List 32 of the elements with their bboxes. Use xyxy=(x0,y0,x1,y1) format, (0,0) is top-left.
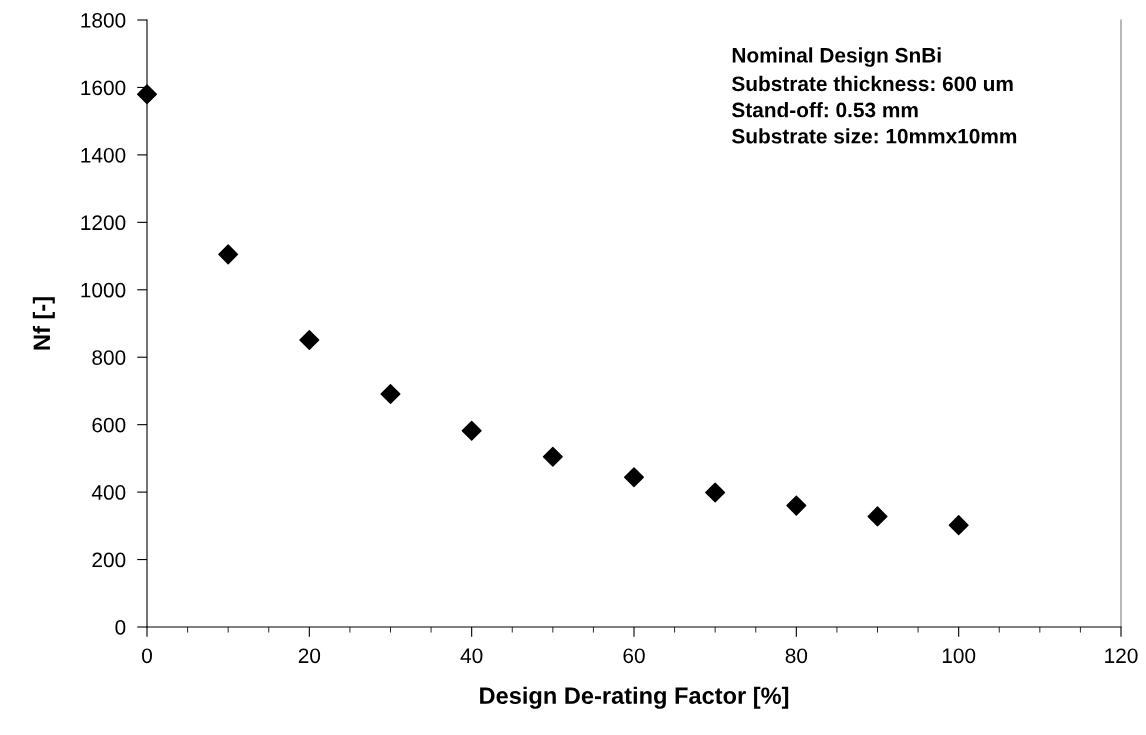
x-tick-label: 60 xyxy=(623,648,645,664)
x-tick-label: 80 xyxy=(785,648,808,664)
annotation: Substrate thickness: 600 um Stand-off: 0.53 mm Substrate size: 10mmx10mm xyxy=(732,75,1017,144)
x-tick-label: 0 xyxy=(142,648,152,664)
point xyxy=(136,84,158,105)
y-tick-label: 0 xyxy=(115,620,126,635)
point xyxy=(623,467,645,488)
point xyxy=(948,515,969,536)
y-tick-label: 1400 xyxy=(81,147,126,163)
y-tick-label: 400 xyxy=(91,485,126,500)
y-tick-label: 800 xyxy=(92,350,126,365)
y-tick-label: 1600 xyxy=(81,80,126,96)
y-tick-label: 200 xyxy=(92,552,126,568)
point xyxy=(299,330,320,351)
point xyxy=(867,506,888,527)
point xyxy=(461,420,482,441)
point xyxy=(380,383,401,404)
y-tick-label: 1200 xyxy=(81,215,126,231)
x-tick-label: 120 xyxy=(1105,648,1138,664)
point xyxy=(705,482,726,503)
annotation: Nominal Design SnBi xyxy=(732,47,941,67)
y-axis-title: Nf [-] xyxy=(32,297,55,350)
x-tick-label: 20 xyxy=(298,648,321,664)
point xyxy=(786,495,807,516)
x-axis-title: Design De-rating Factor [%] xyxy=(480,686,789,709)
y-tick-label: 1800 xyxy=(81,13,126,28)
y-tick-label: 1000 xyxy=(81,282,126,298)
y-tick-label: 600 xyxy=(92,417,126,433)
x-tick-label: 100 xyxy=(942,648,976,664)
point xyxy=(542,446,563,467)
point xyxy=(218,244,239,265)
x-tick-label: 40 xyxy=(460,648,483,664)
